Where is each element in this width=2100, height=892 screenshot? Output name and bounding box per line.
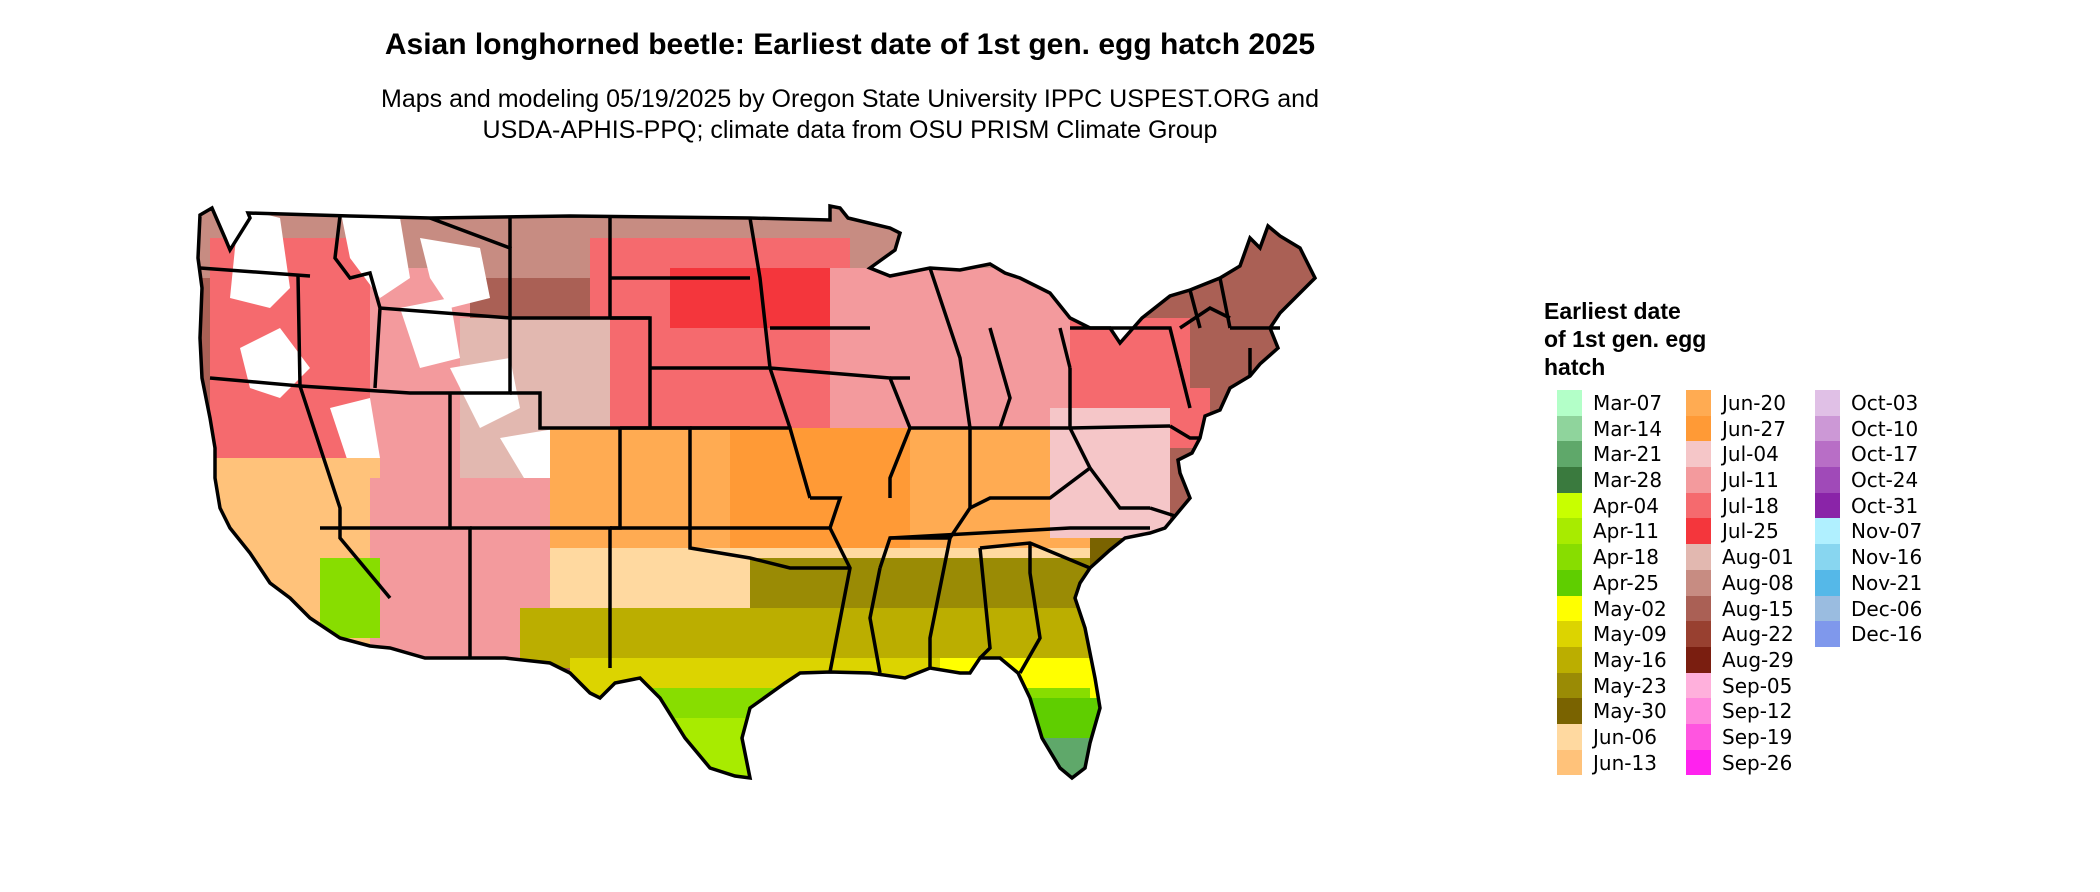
legend-label: May-09 — [1593, 622, 1667, 647]
legend-label: Jun-27 — [1722, 416, 1786, 441]
legend-swatch — [1815, 467, 1840, 493]
legend-swatch — [1557, 441, 1582, 468]
us-egg-hatch-map — [196, 203, 1318, 781]
subtitle-line-2: USDA-APHIS-PPQ; climate data from OSU PR… — [482, 116, 1218, 144]
legend-swatch — [1686, 518, 1711, 545]
legend-label: Nov-21 — [1851, 570, 1923, 595]
legend-swatch — [1686, 441, 1711, 468]
legend-swatch — [1557, 749, 1582, 776]
legend-label: Sep-12 — [1722, 699, 1793, 724]
legend-swatch — [1815, 441, 1840, 468]
legend-title-line-3: hatch — [1544, 354, 1606, 380]
legend-swatch — [1557, 492, 1582, 519]
legend-label: Sep-19 — [1722, 724, 1793, 749]
legend-label: Mar-14 — [1593, 416, 1663, 441]
legend-label: Aug-22 — [1722, 622, 1794, 647]
hatch-date-zones — [198, 206, 1315, 778]
legend-swatch — [1815, 492, 1840, 519]
legend-label: Dec-06 — [1851, 596, 1923, 621]
legend-swatch — [1557, 698, 1582, 724]
legend-label: Apr-25 — [1593, 570, 1659, 595]
legend-swatch — [1686, 646, 1711, 673]
legend-swatch — [1815, 621, 1840, 647]
legend-swatch — [1557, 544, 1582, 570]
legend-label: Jul-25 — [1722, 519, 1779, 544]
legend-label: Jul-11 — [1722, 468, 1779, 493]
legend-label: Aug-29 — [1722, 647, 1794, 672]
legend-swatch — [1557, 621, 1582, 647]
legend-swatch — [1686, 595, 1711, 622]
legend-swatch — [1557, 723, 1582, 750]
legend-swatch — [1557, 672, 1582, 699]
legend-swatch — [1686, 492, 1711, 519]
legend-swatch — [1557, 390, 1582, 416]
legend-label: May-02 — [1593, 596, 1667, 621]
legend-swatch — [1815, 595, 1840, 622]
legend-swatch — [1686, 390, 1711, 416]
legend-swatch — [1815, 569, 1840, 596]
legend-label: Mar-28 — [1593, 468, 1663, 493]
legend-label: Mar-07 — [1593, 391, 1663, 415]
legend-label: Mar-21 — [1593, 442, 1663, 467]
map-subtitle: Maps and modeling 05/19/2025 by Oregon S… — [0, 84, 1700, 146]
legend-swatch — [1686, 749, 1711, 776]
legend-label: Nov-07 — [1851, 519, 1923, 544]
legend-title: Earliest date of 1st gen. egg hatch — [1544, 297, 1706, 381]
legend-swatch — [1686, 569, 1711, 596]
legend-swatch — [1815, 544, 1840, 570]
legend-label: Oct-10 — [1851, 416, 1919, 441]
state-boundaries — [196, 203, 1318, 781]
legend-swatch — [1815, 390, 1840, 416]
legend-swatch — [1686, 672, 1711, 699]
legend-swatch — [1686, 621, 1711, 647]
legend-label: Oct-17 — [1851, 442, 1919, 467]
legend-label: Apr-11 — [1593, 519, 1659, 544]
legend-label: Sep-05 — [1722, 673, 1793, 698]
legend-label: Dec-16 — [1851, 622, 1923, 647]
legend-label: Jun-06 — [1593, 724, 1657, 749]
legend-swatch — [1557, 467, 1582, 493]
legend-swatch — [1686, 698, 1711, 724]
legend-label: Oct-03 — [1851, 391, 1919, 415]
legend-label: Jul-18 — [1722, 493, 1779, 518]
legend-label: May-30 — [1593, 699, 1667, 724]
subtitle-line-1: Maps and modeling 05/19/2025 by Oregon S… — [381, 85, 1319, 113]
legend-label: Sep-26 — [1722, 750, 1793, 775]
legend-label: Jun-13 — [1593, 750, 1657, 775]
legend-label: Apr-04 — [1593, 493, 1659, 518]
legend-label: Jun-20 — [1722, 391, 1786, 415]
legend-swatch — [1557, 518, 1582, 545]
legend-label: May-23 — [1593, 673, 1667, 698]
legend-label: Nov-16 — [1851, 545, 1923, 570]
legend-swatch — [1686, 415, 1711, 442]
legend-title-line-2: of 1st gen. egg — [1544, 326, 1707, 352]
legend-label: Apr-18 — [1593, 545, 1659, 570]
legend-label: Jul-04 — [1722, 442, 1779, 467]
legend-swatch — [1557, 595, 1582, 622]
legend-label: Oct-24 — [1851, 468, 1919, 493]
legend-swatch — [1686, 467, 1711, 493]
legend-swatch — [1557, 646, 1582, 673]
map-title: Asian longhorned beetle: Earliest date o… — [384, 28, 1316, 61]
legend-swatch — [1815, 415, 1840, 442]
legend-label: Aug-08 — [1722, 570, 1794, 595]
legend-label: Aug-15 — [1722, 596, 1794, 621]
legend-label: Oct-31 — [1851, 493, 1919, 518]
legend-swatch — [1557, 569, 1582, 596]
legend-swatch — [1557, 415, 1582, 442]
legend-swatch — [1686, 544, 1711, 570]
legend-title-line-1: Earliest date — [1544, 298, 1681, 324]
legend-swatch — [1815, 518, 1840, 545]
legend-label: Aug-01 — [1722, 545, 1794, 570]
legend-swatch — [1686, 723, 1711, 750]
legend-label: May-16 — [1593, 647, 1667, 672]
